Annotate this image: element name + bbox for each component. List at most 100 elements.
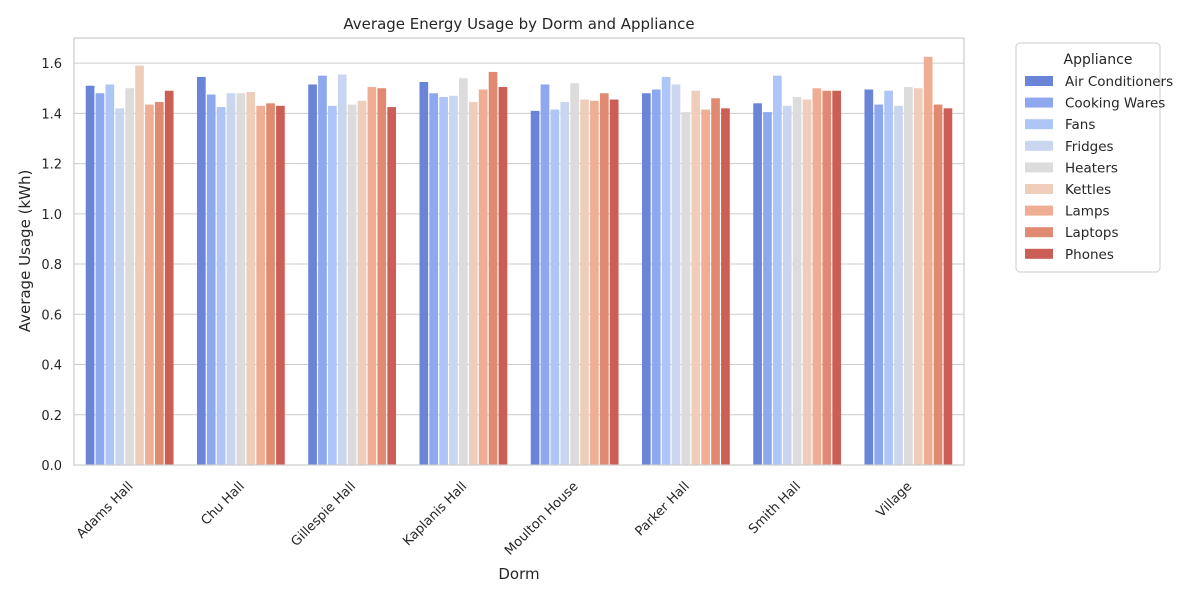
- bar: [530, 110, 540, 465]
- legend-label: Fridges: [1065, 139, 1114, 155]
- bar: [711, 98, 720, 466]
- x-tick-label: Chu Hall: [198, 479, 247, 528]
- legend-label: Phones: [1065, 247, 1114, 263]
- bar: [115, 108, 125, 466]
- y-tick-label: 1.6: [41, 57, 62, 72]
- bar: [498, 86, 508, 466]
- bar: [599, 93, 609, 466]
- bar: [449, 95, 458, 465]
- legend-swatch: [1025, 76, 1053, 86]
- bar: [570, 83, 579, 465]
- bar: [459, 78, 468, 465]
- legend-swatch: [1025, 248, 1053, 259]
- legend-title: Appliance: [1064, 52, 1133, 68]
- bar: [387, 107, 397, 465]
- bar: [154, 102, 164, 466]
- bar: [580, 99, 589, 465]
- legend-label: Air Conditioners: [1065, 74, 1173, 90]
- bar: [226, 93, 236, 466]
- x-tick-label: Parker Hall: [633, 479, 693, 539]
- bar: [95, 93, 105, 466]
- bar: [105, 84, 115, 465]
- y-axis-ticks: 0.0 0.2 0.4 0.6 0.8 1.0 1.2 1.4 1.6: [41, 57, 62, 474]
- legend-label: Laptops: [1065, 225, 1119, 241]
- x-tick-label: Kaplanis Hall: [400, 479, 470, 549]
- bar: [864, 89, 874, 465]
- bar: [468, 102, 478, 466]
- bar: [145, 104, 154, 465]
- legend-label: Lamps: [1065, 204, 1110, 220]
- bar: [832, 90, 842, 465]
- bar: [419, 81, 429, 466]
- bar: [782, 105, 792, 465]
- bar: [246, 92, 256, 466]
- x-tick-label: Village: [874, 479, 915, 520]
- legend-swatch: [1025, 162, 1053, 173]
- bar: [691, 90, 701, 465]
- bar: [276, 105, 285, 465]
- bar: [661, 76, 671, 466]
- bar: [701, 109, 710, 465]
- x-tick-label: Adams Hall: [74, 479, 137, 542]
- y-tick-label: 1.4: [41, 107, 62, 122]
- bar: [85, 85, 95, 466]
- bar: [802, 99, 812, 465]
- bar: [328, 105, 337, 465]
- bar: [812, 88, 822, 465]
- bar: [337, 74, 347, 465]
- bar: [308, 84, 317, 465]
- legend-swatch: [1025, 184, 1053, 194]
- bar: [590, 100, 599, 465]
- bar: [894, 105, 903, 465]
- legend-label: Fans: [1065, 117, 1095, 133]
- bar: [164, 90, 174, 465]
- bar: [429, 93, 439, 466]
- y-tick-label: 0.2: [41, 409, 62, 424]
- bar: [753, 103, 762, 466]
- bar: [318, 75, 327, 466]
- legend-label: Heaters: [1065, 160, 1118, 176]
- bar: [671, 84, 681, 465]
- bar: [923, 56, 933, 466]
- y-tick-label: 1.0: [41, 208, 62, 223]
- bar: [236, 93, 246, 466]
- plot-border: [73, 37, 965, 466]
- chart-title: Average Energy Usage by Dorm and Applian…: [343, 15, 694, 33]
- bar: [913, 88, 923, 465]
- bar: [933, 104, 943, 465]
- bar: [540, 84, 550, 465]
- bar: [681, 112, 691, 466]
- bar: [367, 86, 377, 466]
- x-tick-label: Smith Hall: [746, 479, 804, 537]
- bar: [488, 71, 498, 466]
- bar: [874, 104, 884, 465]
- y-tick-label: 0.4: [41, 359, 62, 374]
- bar: [904, 86, 913, 466]
- bar: [347, 104, 357, 465]
- bar: [478, 89, 488, 465]
- bar: [773, 75, 782, 466]
- x-tick-label: Gillespie Hall: [288, 479, 358, 549]
- y-tick-label: 1.2: [41, 158, 62, 173]
- legend-label: Cooking Wares: [1065, 96, 1165, 112]
- bar: [206, 94, 216, 465]
- bar: [196, 76, 206, 466]
- legend-swatch: [1025, 205, 1053, 216]
- bar: [943, 108, 953, 466]
- bar: [216, 107, 226, 465]
- y-tick-label: 0.8: [41, 258, 62, 273]
- bar: [884, 90, 893, 465]
- y-tick-label: 0.0: [41, 459, 62, 474]
- x-axis-ticks: Adams Hall Chu Hall Gillespie Hall Kaplanis…: [74, 479, 915, 558]
- bar: [357, 100, 367, 465]
- bar: [377, 88, 387, 465]
- bar: [439, 97, 448, 465]
- legend-swatch: [1025, 97, 1053, 108]
- bar: [792, 97, 802, 465]
- y-axis-label: Average Usage (kWh): [16, 170, 34, 333]
- bar: [763, 112, 772, 466]
- legend: Appliance Air Conditioners Cooking Wares F…: [1015, 42, 1173, 273]
- x-tick-label: Moulton House: [502, 479, 581, 558]
